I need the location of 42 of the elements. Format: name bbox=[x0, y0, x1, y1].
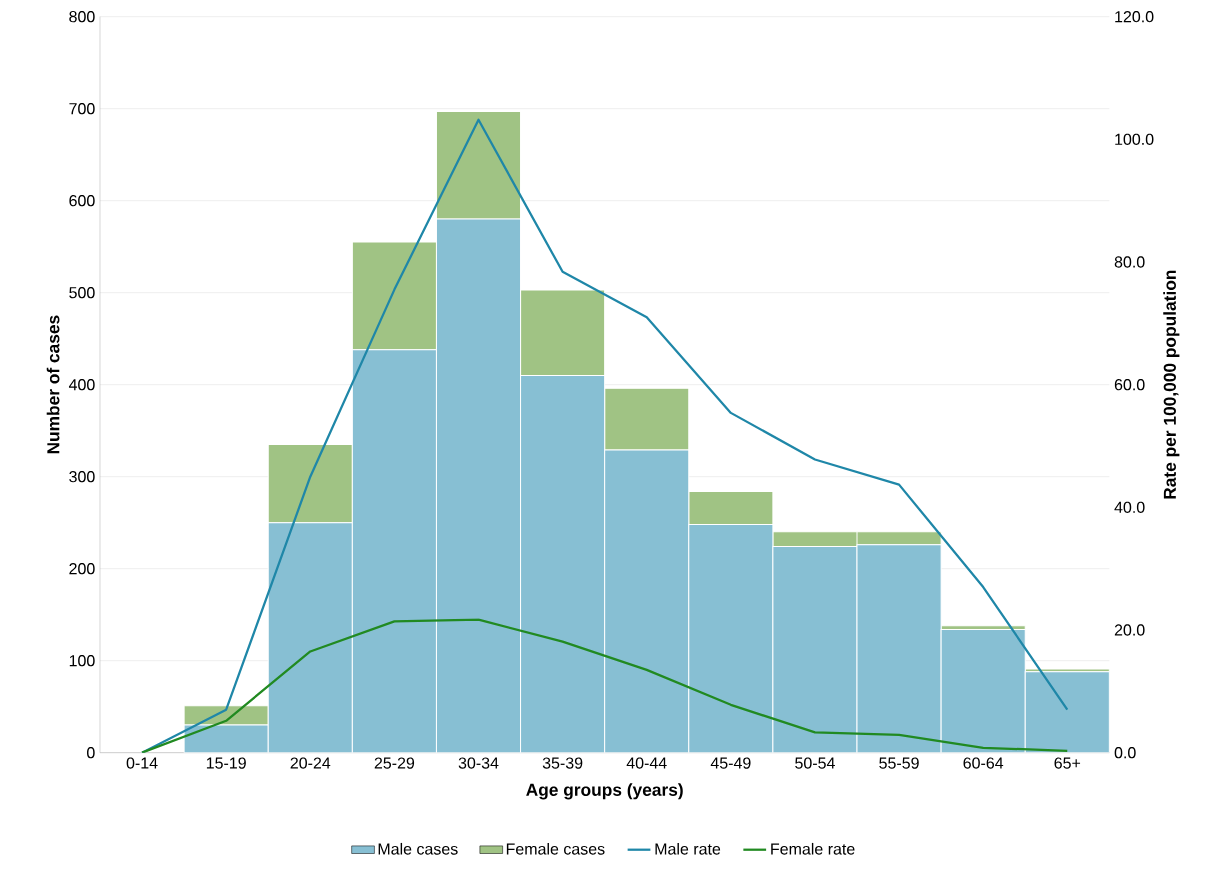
y2-tick-label: 40.0 bbox=[1114, 501, 1145, 513]
y2-tick-label: 80.0 bbox=[1114, 256, 1145, 268]
legend-label: Female rate bbox=[771, 842, 855, 855]
x-tick-label: 55-59 bbox=[879, 757, 919, 769]
y-tick-label: 300 bbox=[69, 471, 95, 483]
y-tick-label: 600 bbox=[69, 195, 95, 207]
x-tick-label: 20-24 bbox=[290, 757, 331, 769]
x-tick-label: 40-44 bbox=[626, 757, 667, 769]
y-tick-label: 500 bbox=[69, 287, 95, 299]
y2-tick-label: 20.0 bbox=[1114, 624, 1145, 636]
y-tick-label: 200 bbox=[69, 563, 95, 575]
y-tick-label: 400 bbox=[68, 379, 95, 391]
x-tick-label: 30-34 bbox=[458, 757, 499, 769]
y2-tick-label: 0.0 bbox=[1114, 747, 1136, 759]
y2-tick-label: 120.0 bbox=[1115, 11, 1154, 23]
x-tick-label: 45-49 bbox=[710, 757, 751, 769]
y-tick-label: 0 bbox=[87, 747, 95, 759]
x-tick-label: 60-64 bbox=[963, 757, 1004, 769]
y2-axis-title: Rate per 100,000 population bbox=[1163, 270, 1180, 499]
x-tick-label: 50-54 bbox=[795, 757, 835, 769]
x-axis-title: Age groups (years) bbox=[526, 783, 683, 800]
x-tick-label: 25-29 bbox=[374, 757, 415, 769]
y2-tick-label: 60.0 bbox=[1114, 379, 1145, 391]
bar bbox=[520, 289, 606, 376]
bar bbox=[351, 241, 437, 351]
y-tick-label: 700 bbox=[69, 103, 95, 115]
x-tick-label: 65+ bbox=[1054, 757, 1081, 769]
bar bbox=[435, 110, 522, 220]
y-axis-title: Number of cases bbox=[46, 315, 60, 454]
line-series bbox=[140, 618, 1069, 753]
bar bbox=[267, 443, 353, 524]
legend-label: Male rate bbox=[655, 842, 721, 855]
legend-label: Male cases bbox=[378, 842, 458, 855]
bar bbox=[604, 387, 690, 451]
y-tick-label: 800 bbox=[69, 11, 95, 23]
x-tick-label: 0-14 bbox=[126, 757, 158, 769]
bar bbox=[688, 490, 774, 526]
x-tick-label: 15-19 bbox=[206, 757, 246, 769]
x-tick-label: 35-39 bbox=[542, 757, 583, 769]
y2-tick-label: 100.0 bbox=[1115, 133, 1154, 145]
y-tick-label: 100 bbox=[69, 655, 95, 667]
legend-label: Female cases bbox=[506, 842, 605, 855]
